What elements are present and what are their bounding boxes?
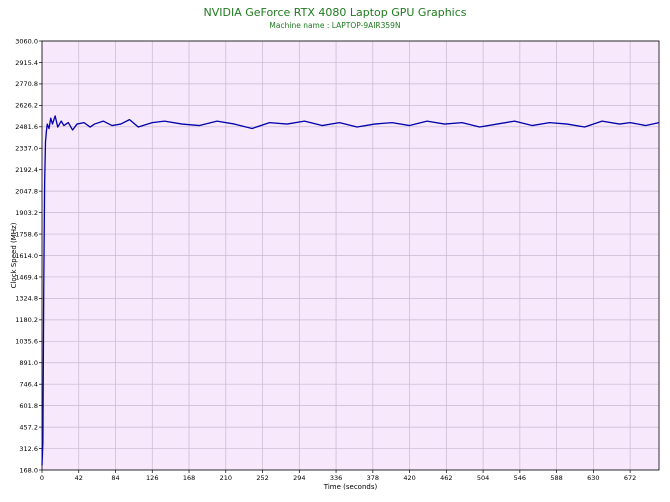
y-tick-label: 1903.2 [15,209,38,217]
y-tick-label: 2915.4 [15,59,38,67]
x-tick-label: 630 [587,474,599,482]
y-tick-label: 312.6 [19,445,38,453]
y-tick-label: 1758.6 [15,230,38,238]
y-tick-label: 2047.8 [15,187,38,195]
x-axis-label: Time (seconds) [323,483,378,491]
series-line [41,115,660,466]
y-tick-label: 1035.6 [15,338,38,346]
x-tick-label: 546 [514,474,526,482]
x-tick-label: 462 [440,474,452,482]
y-tick-label: 891.0 [19,359,38,367]
x-tick-label: 252 [256,474,268,482]
plot-border [41,40,660,471]
x-tick-label: 84 [111,474,119,482]
chart-subtitle: Machine name : LAPTOP-9AIR359N [269,21,401,30]
y-tick-label: 2770.8 [15,80,38,88]
y-tick-label: 1180.2 [15,316,38,324]
x-tick-label: 504 [477,474,489,482]
y-tick-label: 1469.4 [15,273,38,281]
y-tick-label: 2626.2 [15,102,38,110]
y-tick-label: 2192.4 [15,166,38,174]
x-tick-label: 126 [146,474,158,482]
y-tick-label: 746.4 [19,381,38,389]
y-tick-label: 457.2 [19,423,38,431]
y-tick-label: 601.8 [19,402,38,410]
x-tick-label: 420 [403,474,415,482]
y-tick-label: 168.0 [19,466,38,474]
y-tick-label: 3060.0 [15,37,38,45]
y-tick-label: 1324.8 [15,295,38,303]
x-tick-label: 168 [183,474,195,482]
y-tick-label: 2337.0 [15,145,38,153]
y-axis-label: Clock Speed (MHz) [10,222,18,288]
x-tick-label: 672 [624,474,636,482]
x-tick-label: 42 [75,474,83,482]
x-tick-label: 0 [40,474,44,482]
x-tick-label: 336 [330,474,342,482]
y-tick-label: 2481.6 [15,123,38,131]
x-tick-label: 210 [220,474,232,482]
x-tick-label: 588 [550,474,562,482]
y-tick-label: 1614.0 [15,252,38,260]
chart-title: NVIDIA GeForce RTX 4080 Laptop GPU Graph… [203,6,467,19]
x-tick-label: 294 [293,474,305,482]
x-tick-label: 378 [367,474,379,482]
